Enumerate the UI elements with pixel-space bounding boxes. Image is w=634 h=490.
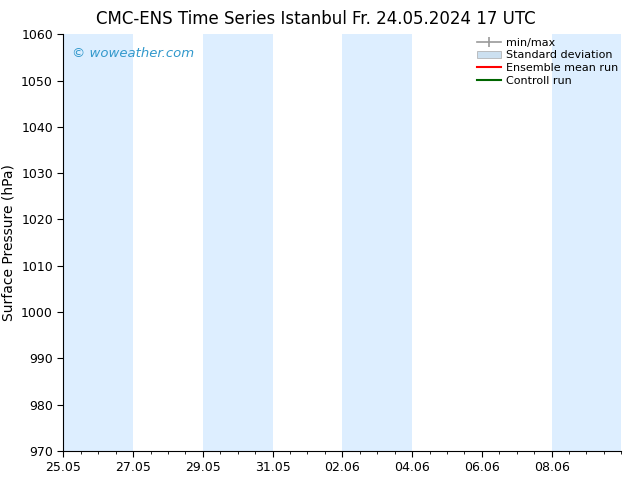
Text: © woweather.com: © woweather.com	[72, 47, 194, 60]
Text: Fr. 24.05.2024 17 UTC: Fr. 24.05.2024 17 UTC	[352, 10, 536, 28]
Bar	[203, 34, 273, 451]
Y-axis label: Surface Pressure (hPa): Surface Pressure (hPa)	[1, 164, 16, 321]
Text: CMC-ENS Time Series Istanbul: CMC-ENS Time Series Istanbul	[96, 10, 347, 28]
Bar	[63, 34, 133, 451]
Bar	[342, 34, 412, 451]
Bar	[552, 34, 634, 451]
Legend: min/max, Standard deviation, Ensemble mean run, Controll run: min/max, Standard deviation, Ensemble me…	[477, 38, 618, 86]
